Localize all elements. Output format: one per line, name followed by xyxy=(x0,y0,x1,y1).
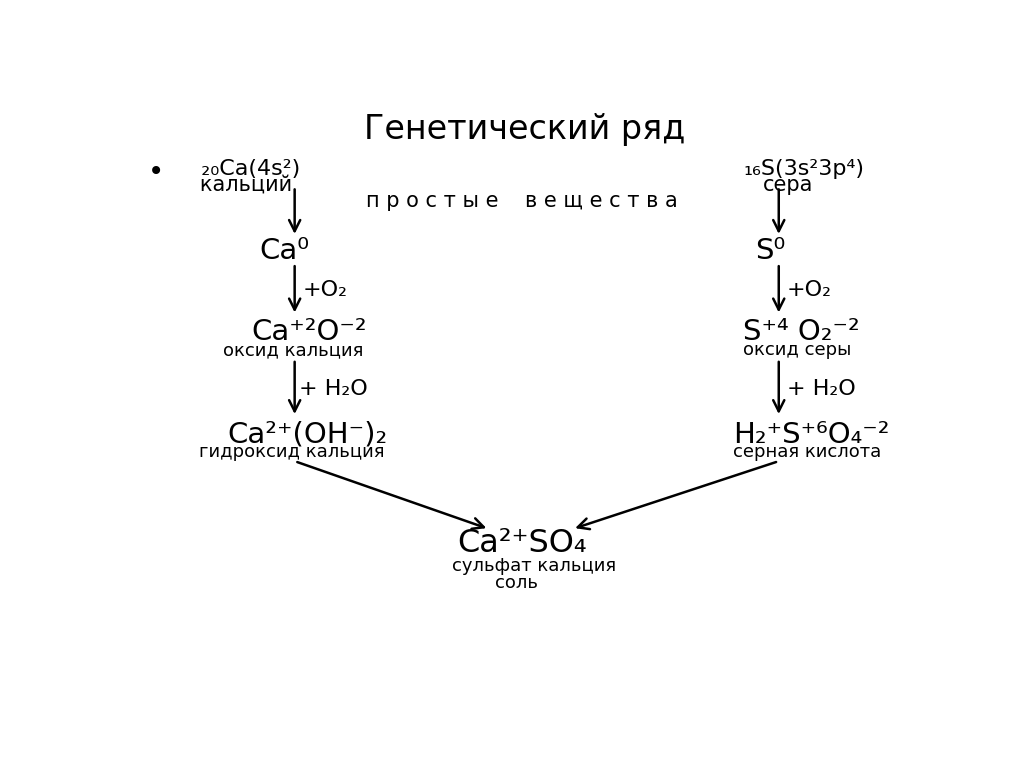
Text: Ca²⁺SO₄: Ca²⁺SO₄ xyxy=(458,528,587,559)
Text: Ca²⁺(OH⁻)₂: Ca²⁺(OH⁻)₂ xyxy=(227,420,387,449)
Text: ₁₆S(3s²3p⁴): ₁₆S(3s²3p⁴) xyxy=(743,159,864,179)
Text: Ca⁺²O⁻²: Ca⁺²O⁻² xyxy=(251,318,367,347)
Text: + H₂O: + H₂O xyxy=(786,379,855,399)
Text: S⁰: S⁰ xyxy=(755,238,785,265)
Text: +O₂: +O₂ xyxy=(303,280,347,300)
Text: + H₂O: + H₂O xyxy=(299,379,368,399)
Text: оксид серы: оксид серы xyxy=(743,341,851,359)
Text: соль: соль xyxy=(495,574,538,592)
Text: п р о с т ы е    в е щ е с т в а: п р о с т ы е в е щ е с т в а xyxy=(367,191,678,211)
Text: серная кислота: серная кислота xyxy=(733,443,881,461)
Text: гидроксид кальция: гидроксид кальция xyxy=(200,443,385,461)
Text: +O₂: +O₂ xyxy=(786,280,831,300)
Text: Ca⁰: Ca⁰ xyxy=(259,238,309,265)
Text: Генетический ряд: Генетический ряд xyxy=(365,113,685,146)
Text: сульфат кальция: сульфат кальция xyxy=(452,557,615,574)
Text: •: • xyxy=(147,158,164,186)
Text: S⁺⁴ O₂⁻²: S⁺⁴ O₂⁻² xyxy=(743,318,860,347)
Text: ₂₀Ca(4s²): ₂₀Ca(4s²) xyxy=(179,159,300,179)
Text: оксид кальция: оксид кальция xyxy=(223,341,364,359)
Text: H₂⁺S⁺⁶O₄⁻²: H₂⁺S⁺⁶O₄⁻² xyxy=(733,420,889,449)
Text: кальций: кальций xyxy=(179,175,292,195)
Text: сера: сера xyxy=(763,175,813,195)
